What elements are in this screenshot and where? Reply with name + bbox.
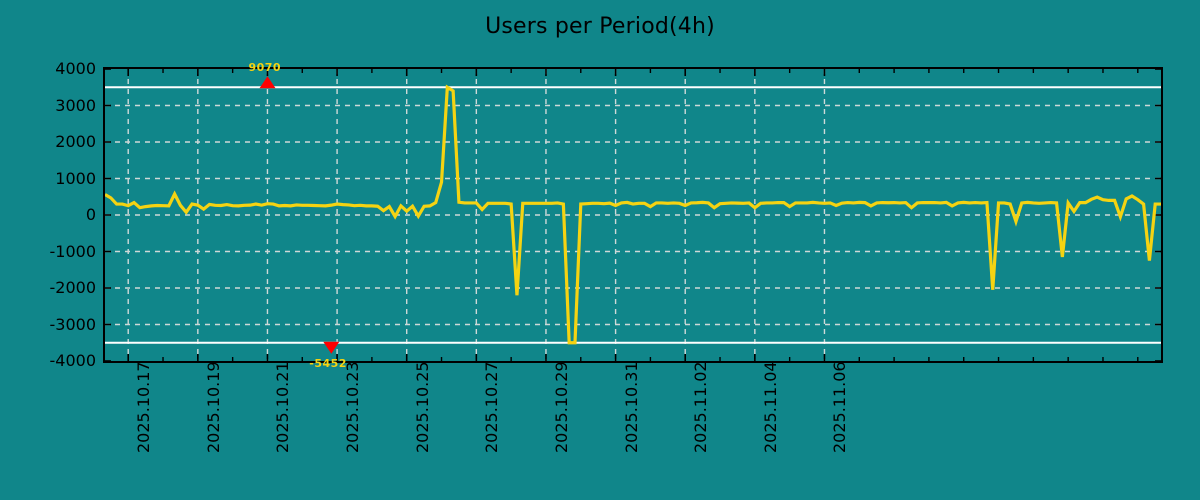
- x-tick-label: 2025.10.31: [621, 361, 641, 453]
- y-tick-label: 2000: [55, 132, 96, 151]
- x-tick-label: 2025.10.27: [482, 361, 502, 453]
- y-tick-label: 0: [85, 205, 96, 224]
- x-tick-label: 2025.10.19: [203, 361, 223, 453]
- gridlines: [105, 69, 1161, 361]
- x-tick-label: 2025.10.23: [343, 361, 363, 453]
- x-tick-label: 2025.10.29: [551, 361, 571, 453]
- y-tick-label: -1000: [49, 241, 97, 261]
- y-axis: 4000 3000 2000 1000 0 -1000 -2000 -3000 -4000: [8, 0, 97, 500]
- axis-ticks: [105, 69, 1161, 361]
- x-tick-label: 2025.11.04: [760, 361, 780, 453]
- max-annotation-label: 9070: [248, 61, 282, 75]
- plot-area: [103, 67, 1163, 363]
- chart-title: Users per Period(4h): [485, 14, 715, 39]
- y-tick-label: 4000: [55, 59, 96, 78]
- x-tick-label: 2025.10.25: [412, 361, 432, 453]
- data-line-users: [105, 84, 1161, 345]
- min-annotation-label: -5452: [309, 356, 347, 370]
- x-tick-label: 2025.10.17: [134, 361, 154, 453]
- x-tick-label: 2025.11.06: [830, 361, 850, 453]
- limit-lines: [105, 86, 1161, 344]
- y-tick-label: 1000: [55, 168, 96, 188]
- x-tick-label: 2025.11.02: [691, 361, 711, 453]
- y-tick-label: -4000: [49, 351, 97, 370]
- y-tick-label: -3000: [49, 314, 97, 334]
- plot-svg: [105, 69, 1161, 361]
- x-tick-label: 2025.10.21: [273, 361, 293, 453]
- y-tick-label: 3000: [55, 95, 96, 115]
- extreme-markers: [259, 76, 340, 354]
- y-tick-label: -2000: [49, 278, 97, 297]
